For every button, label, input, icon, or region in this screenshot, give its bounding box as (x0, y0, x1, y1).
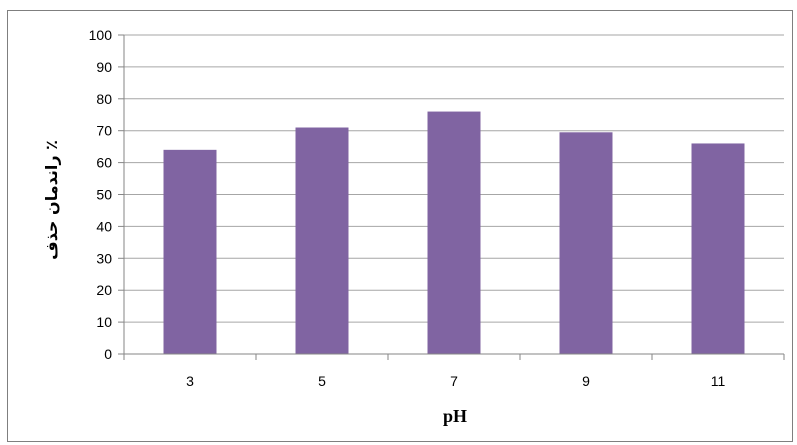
bars (163, 111, 745, 354)
y-axis-title: ٪ راندمان حذف (42, 140, 61, 260)
y-tick-labels: 0 10 20 30 40 50 60 70 80 90 100 (89, 27, 113, 362)
y-tick-label: 100 (89, 27, 113, 43)
y-tick-label: 10 (96, 314, 112, 330)
bar-7 (427, 111, 481, 354)
y-tick-label: 50 (96, 187, 112, 203)
bar-5 (295, 127, 349, 354)
y-tick-label: 60 (96, 155, 112, 171)
y-tick-label: 80 (96, 91, 112, 107)
x-axis-title: pH (443, 406, 467, 426)
bar-11 (691, 143, 745, 354)
x-tick-label: 5 (318, 373, 326, 389)
y-tick-label: 70 (96, 123, 112, 139)
y-tick-label: 30 (96, 250, 112, 266)
y-tick-label: 0 (104, 346, 112, 362)
x-tick-label: 7 (450, 373, 458, 389)
y-tick-label: 40 (96, 218, 112, 234)
bar-9 (559, 132, 613, 354)
gridlines (124, 34, 784, 323)
y-tick-label: 90 (96, 59, 112, 75)
y-tick-label: 20 (96, 282, 112, 298)
x-tick-label: 11 (711, 373, 726, 389)
x-tick-labels: 3 5 7 9 11 (186, 373, 725, 389)
x-tick-label: 9 (582, 373, 590, 389)
x-tick-label: 3 (186, 373, 194, 389)
bar-3 (163, 149, 217, 354)
axes (118, 34, 785, 360)
